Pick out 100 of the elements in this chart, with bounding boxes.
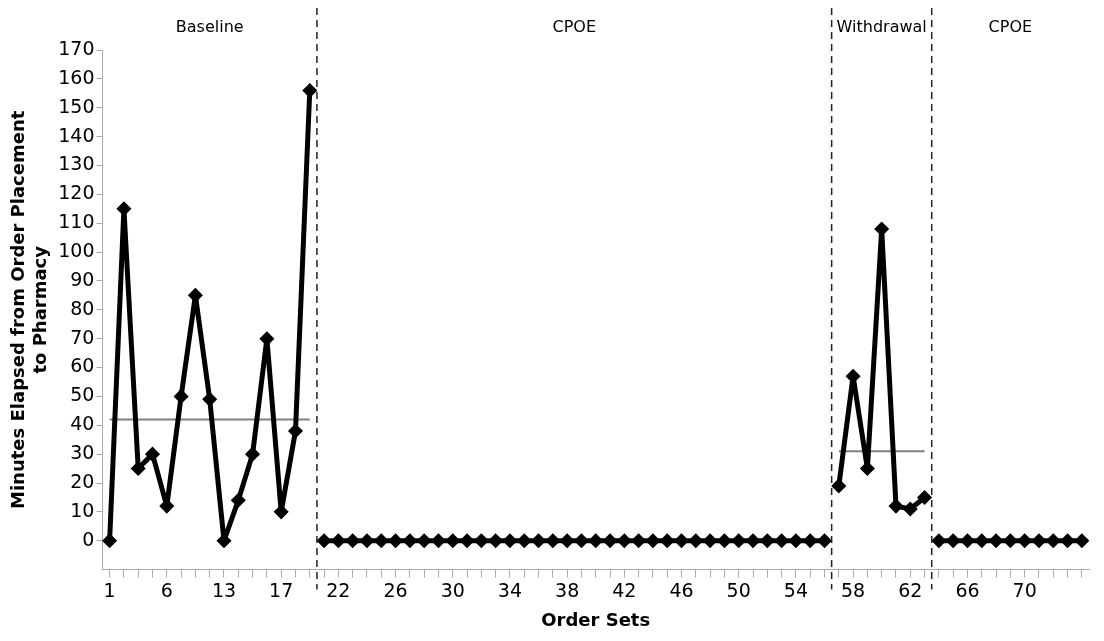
point: [274, 505, 288, 519]
point: [789, 534, 803, 548]
x-tick-label: 62: [898, 578, 923, 601]
x-tick-label: 30: [440, 578, 465, 601]
y-tick-label: 160: [58, 65, 95, 88]
point: [603, 534, 617, 548]
text: Withdrawal: [836, 17, 927, 37]
point: [589, 534, 603, 548]
point: [403, 534, 417, 548]
point: [417, 534, 431, 548]
point: [632, 534, 646, 548]
point: [717, 534, 731, 548]
y-tick-label: 30: [70, 441, 95, 464]
point: [246, 447, 260, 461]
point: [860, 462, 874, 476]
y-tick-label: 140: [58, 123, 95, 146]
point: [960, 534, 974, 548]
point: [317, 534, 331, 548]
y-tick-label: 60: [70, 354, 95, 377]
point: [732, 534, 746, 548]
point: [117, 202, 131, 216]
x-axis-title: Order Sets: [541, 608, 651, 630]
y-tick-label: 10: [70, 498, 95, 521]
point: [1046, 534, 1060, 548]
point: [803, 534, 817, 548]
point: [703, 534, 717, 548]
point: [503, 534, 517, 548]
y-tick-label: 20: [70, 469, 95, 492]
x-tick-label: 58: [841, 578, 866, 601]
x-tick-label: 22: [326, 578, 351, 601]
point: [489, 534, 503, 548]
x-tick-label: 13: [211, 578, 237, 601]
point: [574, 534, 588, 548]
point: [374, 534, 388, 548]
point: [231, 493, 245, 507]
point: [103, 534, 117, 548]
point: [1075, 534, 1089, 548]
point: [460, 534, 474, 548]
y-tick-label: 70: [70, 325, 95, 348]
point: [646, 534, 660, 548]
x-tick-label: 70: [1012, 578, 1037, 601]
y-tick-label: 40: [70, 412, 95, 435]
y-tick-label: 130: [58, 152, 95, 175]
point: [617, 534, 631, 548]
point: [918, 490, 932, 504]
y-axis-title: Minutes Elapsed from Order Placement to Pharmacy: [7, 110, 51, 509]
point: [1061, 534, 1075, 548]
point: [689, 534, 703, 548]
point: [131, 462, 145, 476]
point: [160, 499, 174, 513]
x-tick-label: 26: [383, 578, 408, 601]
point: [389, 534, 403, 548]
y-tick-label: 90: [70, 267, 95, 290]
point: [675, 534, 689, 548]
point: [288, 424, 302, 438]
point: [932, 534, 946, 548]
point: [989, 534, 1003, 548]
text: CPOE: [988, 17, 1033, 37]
point: [346, 534, 360, 548]
x-tick-label: 54: [783, 578, 808, 601]
y-tick-label: 170: [58, 36, 95, 59]
x-tick-label: 38: [555, 578, 580, 601]
point: [188, 288, 202, 302]
x-tick-label: 66: [955, 578, 980, 601]
x-tick-label: 17: [269, 578, 294, 601]
y-tick-label: 150: [58, 94, 95, 117]
x-tick-label: 42: [612, 578, 637, 601]
point: [660, 534, 674, 548]
x-tick-label: 34: [497, 578, 523, 601]
point: [846, 369, 860, 383]
text: Baseline: [175, 17, 244, 37]
point: [303, 83, 317, 97]
y-tick-label: 50: [70, 383, 95, 406]
y-tick-label: 0: [82, 527, 95, 550]
point: [146, 447, 160, 461]
point: [260, 332, 274, 346]
point: [560, 534, 574, 548]
point: [903, 502, 917, 516]
point: [832, 479, 846, 493]
point: [975, 534, 989, 548]
point: [331, 534, 345, 548]
point: [217, 534, 231, 548]
point: [360, 534, 374, 548]
point: [546, 534, 560, 548]
x-tick-label: 50: [726, 578, 751, 601]
y-tick-label: 120: [58, 181, 95, 204]
point: [817, 534, 831, 548]
point: [532, 534, 546, 548]
point: [1032, 534, 1046, 548]
point: [203, 392, 217, 406]
point: [431, 534, 445, 548]
point: [174, 389, 188, 403]
y-tick-label: 100: [58, 239, 95, 261]
point: [775, 534, 789, 548]
text: CPOE: [552, 17, 597, 37]
point: [1018, 534, 1032, 548]
point: [474, 534, 488, 548]
y-tick-label: 110: [58, 210, 95, 233]
x-tick-label: 1: [103, 578, 116, 601]
point: [946, 534, 960, 548]
